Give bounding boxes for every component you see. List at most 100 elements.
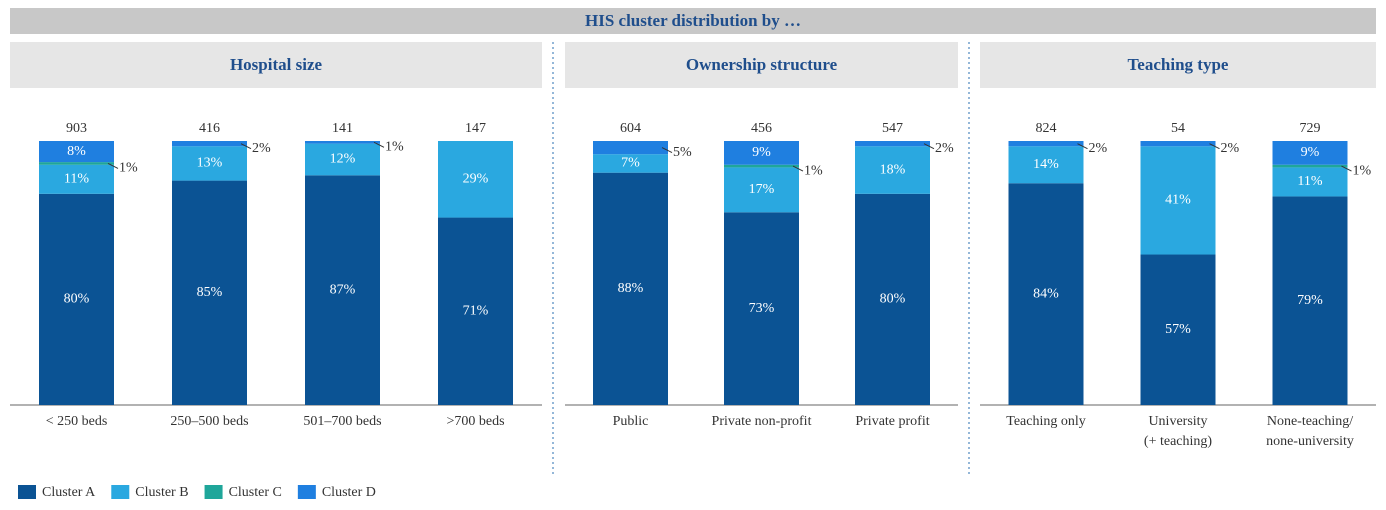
bar-total: 54 <box>1171 121 1185 136</box>
value-label: 11% <box>64 171 89 186</box>
x-tick-label: 250–500 beds <box>170 414 248 429</box>
value-label: 9% <box>752 145 771 160</box>
value-label: 12% <box>330 152 356 167</box>
bar-segment <box>1140 141 1216 147</box>
leader-line <box>240 143 252 150</box>
x-tick-label: Public <box>613 414 649 429</box>
banner <box>10 8 1376 34</box>
panel-title: Hospital size <box>230 55 323 74</box>
value-label: 1% <box>1353 163 1372 178</box>
value-label: 41% <box>1165 193 1191 208</box>
x-tick-label: 501–700 beds <box>303 414 381 429</box>
bar-segment <box>305 175 380 405</box>
leader-line <box>373 141 385 148</box>
x-tick-label: Private non-profit <box>712 414 812 429</box>
bar-segment <box>1008 183 1084 405</box>
bar-segment <box>1008 146 1084 184</box>
bar-total: 456 <box>751 121 772 136</box>
value-label: 80% <box>880 292 906 307</box>
bar-segment <box>39 162 114 165</box>
banner-title: HIS cluster distribution by … <box>585 11 801 30</box>
x-tick-label: >700 beds <box>446 414 504 429</box>
bar-segment <box>39 193 114 405</box>
legend-swatch <box>111 485 130 499</box>
bar-segment <box>1272 167 1348 197</box>
value-label: 1% <box>804 163 823 178</box>
value-label: 11% <box>1297 174 1322 189</box>
value-label: 2% <box>1089 141 1108 156</box>
bar-segment <box>724 167 799 213</box>
x-tick-label: Teaching only <box>1006 414 1086 429</box>
leader-line <box>107 162 119 169</box>
bar-segment <box>724 212 799 405</box>
value-label: 8% <box>67 144 86 159</box>
legend-label: Cluster B <box>135 485 188 500</box>
bar-segment <box>39 141 114 163</box>
bar-segment <box>724 164 799 168</box>
value-label: 9% <box>1301 145 1320 160</box>
value-label: 5% <box>673 145 692 160</box>
leader-line <box>923 143 935 150</box>
bar-total: 147 <box>465 121 486 136</box>
value-label: 29% <box>463 171 489 186</box>
legend-label: Cluster D <box>322 485 376 500</box>
legend-label: Cluster A <box>42 485 96 500</box>
bar-segment <box>855 193 930 405</box>
value-label: 79% <box>1297 293 1323 308</box>
panel-header <box>980 42 1376 88</box>
value-label: 1% <box>385 140 404 155</box>
bar-segment <box>1008 141 1084 147</box>
value-label: 88% <box>618 281 644 296</box>
value-label: 17% <box>749 182 775 197</box>
value-label: 84% <box>1033 286 1059 301</box>
value-label: 1% <box>119 161 138 176</box>
value-label: 85% <box>197 285 223 300</box>
x-tick-label: none-university <box>1266 434 1354 449</box>
bar-segment <box>172 180 247 405</box>
leader-line <box>1209 143 1220 150</box>
panel-title: Teaching type <box>1128 55 1229 74</box>
bar-segment <box>39 164 114 194</box>
bar-segment <box>724 141 799 165</box>
value-label: 57% <box>1165 322 1191 337</box>
legend-swatch <box>204 485 223 499</box>
x-tick-label: < 250 beds <box>46 414 108 429</box>
panel-header <box>10 42 542 88</box>
bar-segment <box>172 141 247 147</box>
value-label: 2% <box>935 141 954 156</box>
leader-line <box>1077 143 1088 150</box>
panel-title: Ownership structure <box>686 55 838 74</box>
value-label: 18% <box>880 162 906 177</box>
bar-segment <box>1272 141 1348 165</box>
panel-header <box>565 42 958 88</box>
bar-segment <box>593 154 668 173</box>
value-label: 73% <box>749 301 775 316</box>
legend-label: Cluster C <box>229 485 282 500</box>
bar-total: 903 <box>66 121 87 136</box>
bar-total: 729 <box>1300 121 1321 136</box>
leader-line <box>792 165 804 172</box>
leader-line <box>1341 165 1352 172</box>
leader-line <box>661 147 673 154</box>
bar-segment <box>1140 146 1216 255</box>
bar-segment <box>305 141 380 144</box>
value-label: 87% <box>330 282 356 297</box>
bar-segment <box>855 141 930 147</box>
bar-segment <box>1140 254 1216 405</box>
value-label: 7% <box>621 156 640 171</box>
bar-total: 604 <box>620 121 641 136</box>
bar-segment <box>593 172 668 405</box>
x-tick-label: (+ teaching) <box>1144 434 1212 449</box>
bar-segment <box>438 141 513 218</box>
bar-segment <box>1272 196 1348 405</box>
legend-swatch <box>18 485 36 499</box>
bar-total: 141 <box>332 121 353 136</box>
bar-segment <box>305 143 380 176</box>
value-label: 14% <box>1033 157 1059 172</box>
bar-segment <box>438 217 513 405</box>
bar-segment <box>855 146 930 194</box>
bar-segment <box>172 146 247 181</box>
x-tick-label: Private profit <box>855 414 929 429</box>
